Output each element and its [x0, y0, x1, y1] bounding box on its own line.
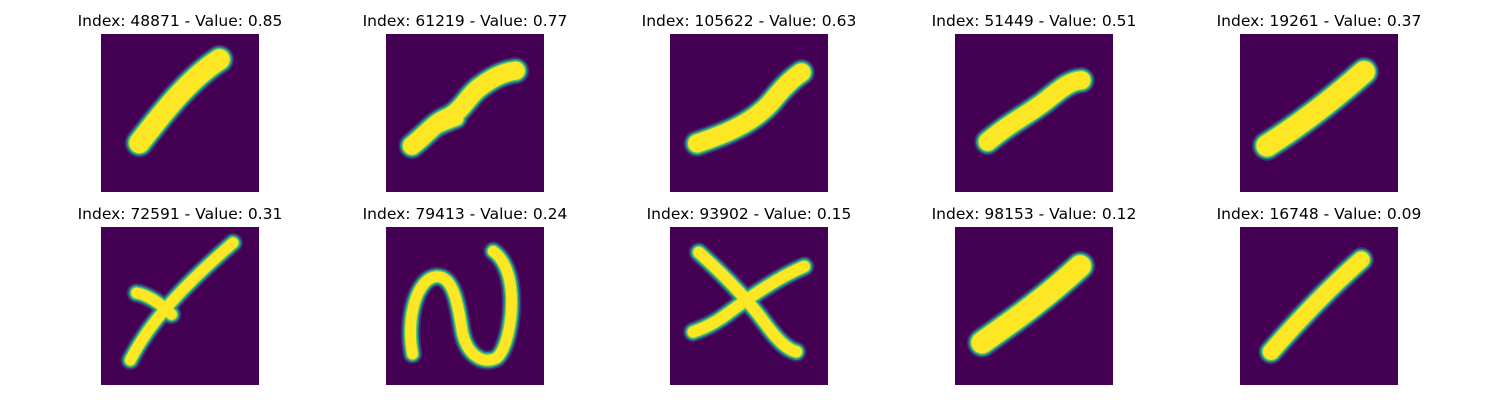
- panel-title: Index: 19261 - Value: 0.37: [1216, 12, 1422, 30]
- panel-title: Index: 51449 - Value: 0.51: [931, 12, 1137, 30]
- digit-image: [1240, 227, 1398, 385]
- image-panel: Index: 93902 - Value: 0.15: [609, 205, 889, 385]
- pen-stroke: [978, 71, 1091, 151]
- pen-stroke: [131, 287, 177, 320]
- digit-image: [955, 227, 1113, 385]
- digit-image: [386, 227, 544, 385]
- digit-image: [101, 34, 259, 192]
- panel-title: Index: 79413 - Value: 0.24: [362, 205, 568, 223]
- image-panel: Index: 98153 - Value: 0.12: [894, 205, 1174, 385]
- pen-stroke: [129, 49, 230, 154]
- digit-image: [101, 227, 259, 385]
- image-panel: Index: 19261 - Value: 0.37: [1179, 12, 1459, 192]
- digit-image: [1240, 34, 1398, 192]
- pen-stroke: [1262, 251, 1370, 360]
- panel-title: Index: 61219 - Value: 0.77: [362, 12, 568, 30]
- digit-image: [386, 34, 544, 192]
- pen-stroke: [693, 246, 803, 358]
- pen-stroke: [971, 255, 1091, 354]
- image-panel: Index: 48871 - Value: 0.85: [40, 12, 320, 192]
- image-panel: Index: 16748 - Value: 0.09: [1179, 205, 1459, 385]
- image-panel: Index: 61219 - Value: 0.77: [325, 12, 605, 192]
- panel-title: Index: 93902 - Value: 0.15: [646, 205, 852, 223]
- pen-stroke: [687, 260, 810, 338]
- digit-image: [670, 227, 828, 385]
- panel-title: Index: 16748 - Value: 0.09: [1216, 205, 1422, 223]
- panel-title: Index: 72591 - Value: 0.31: [77, 205, 283, 223]
- pen-stroke: [411, 111, 464, 146]
- panel-title: Index: 105622 - Value: 0.63: [641, 12, 857, 30]
- digit-image: [955, 34, 1113, 192]
- image-panel: Index: 79413 - Value: 0.24: [325, 205, 605, 385]
- digit-image: [670, 34, 828, 192]
- panel-title: Index: 98153 - Value: 0.12: [931, 205, 1137, 223]
- image-panel: Index: 72591 - Value: 0.31: [40, 205, 320, 385]
- image-panel: Index: 105622 - Value: 0.63: [609, 12, 889, 192]
- image-panel: Index: 51449 - Value: 0.51: [894, 12, 1174, 192]
- pen-stroke: [124, 237, 239, 366]
- panel-title: Index: 48871 - Value: 0.85: [77, 12, 283, 30]
- pen-stroke: [1256, 61, 1375, 157]
- pen-stroke: [688, 63, 811, 153]
- pen-stroke: [405, 245, 517, 366]
